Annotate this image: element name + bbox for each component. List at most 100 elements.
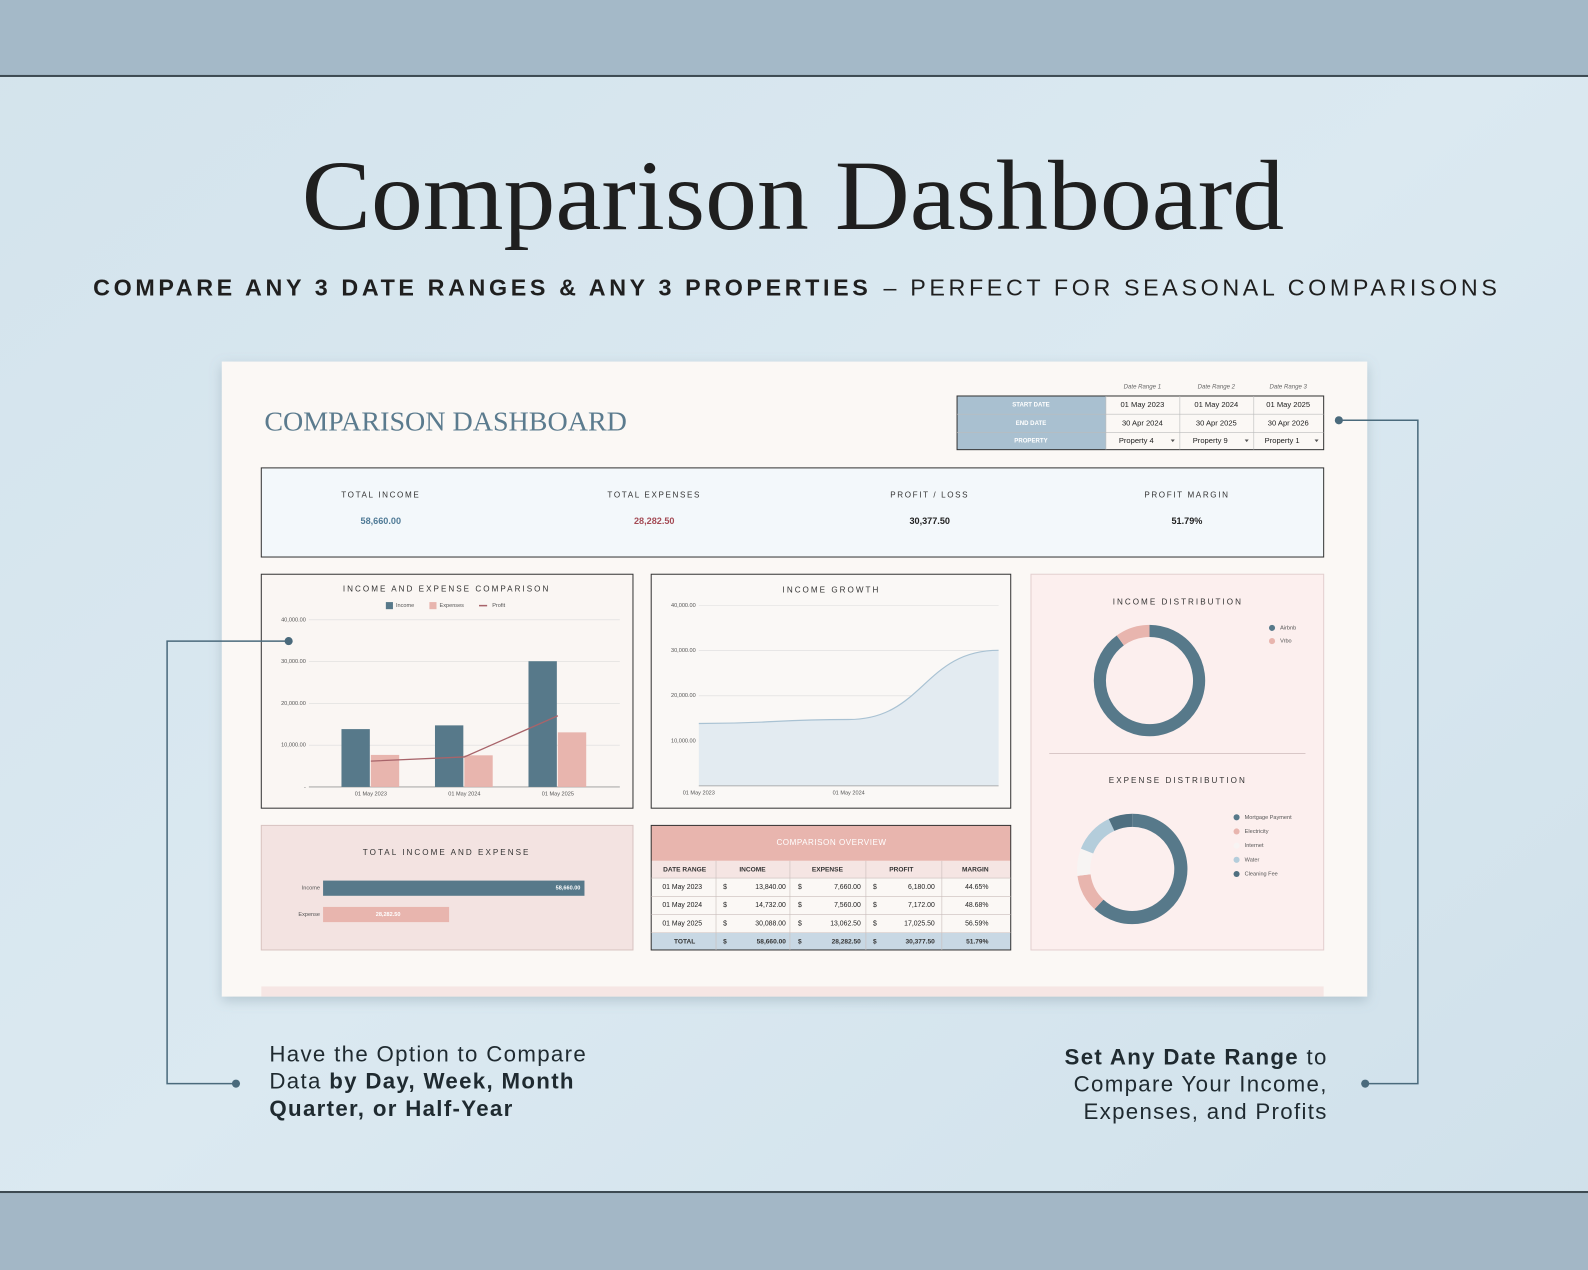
- date-cell: 30 Apr 2024: [1122, 418, 1163, 427]
- callout-text: Data by Day, Week, Month: [269, 1069, 574, 1094]
- x-tick-label: 01 May 2023: [355, 791, 387, 797]
- legend-label: Income: [396, 603, 414, 609]
- callout-dot: [284, 637, 293, 646]
- legend-swatch: [1233, 814, 1240, 821]
- bottom-rule: [0, 1191, 1588, 1194]
- table-title: COMPARISON OVERVIEW: [776, 838, 886, 847]
- profit-line: [370, 715, 559, 762]
- date-label-column: [957, 395, 1106, 450]
- table-cell: 17,025.50: [904, 920, 935, 927]
- table-cell: 7,560.00: [834, 902, 861, 909]
- table-cell: $: [873, 920, 877, 927]
- value-label: 28,282.50: [376, 912, 401, 918]
- callout-text: Set Any Date Range to: [1065, 1044, 1328, 1069]
- legend-swatch: [1233, 856, 1240, 863]
- chart-title: EXPENSE DISTRIBUTION: [1109, 776, 1247, 785]
- callout-segment: Compare Your Income,: [1074, 1072, 1328, 1097]
- donut-segment: [1116, 624, 1150, 646]
- legend-label: Vrbo: [1280, 639, 1292, 645]
- legend-label: Water: [1245, 857, 1260, 863]
- legend-swatch: [1233, 842, 1240, 849]
- row-label: START DATE: [1012, 403, 1049, 409]
- table-cell: 7,660.00: [834, 884, 861, 891]
- kpi-label: TOTAL INCOME: [341, 490, 420, 499]
- kpi-label: PROFIT MARGIN: [1144, 490, 1229, 499]
- dashboard-title: COMPARISON DASHBOARD: [264, 407, 627, 437]
- date-cell: 01 May 2024: [1194, 400, 1238, 409]
- kpi-value: 51.79%: [1171, 516, 1202, 526]
- x-tick-label: 01 May 2025: [542, 791, 574, 797]
- bar: [464, 755, 493, 787]
- bar: [341, 729, 370, 787]
- chart-title: INCOME AND EXPENSE COMPARISON: [343, 585, 550, 594]
- property-select[interactable]: Property 9: [1193, 436, 1228, 445]
- column-header: Date Range 1: [1124, 384, 1161, 390]
- y-tick-label: 30,000.00: [281, 659, 306, 665]
- total-cell: $: [798, 939, 802, 946]
- column-header: Date Range 2: [1198, 384, 1236, 390]
- table-cell: 01 May 2023: [662, 884, 702, 891]
- table-cell: 7,172.00: [908, 902, 935, 909]
- kpi-value: 58,660.00: [361, 516, 402, 526]
- next-row-strip: [261, 986, 1324, 997]
- date-table-grid: [957, 395, 1324, 450]
- row-label: PROPERTY: [1014, 439, 1047, 445]
- legend-label: Profit: [492, 603, 505, 609]
- table-cell: $: [873, 884, 877, 891]
- donut-segment: [1080, 819, 1115, 854]
- callout-dot: [231, 1079, 241, 1088]
- donut-segment: [1108, 813, 1133, 832]
- property-select[interactable]: Property 4: [1119, 436, 1154, 445]
- donut-segment: [1094, 813, 1188, 925]
- table-cell: 30,088.00: [755, 920, 786, 927]
- overview-grid: [651, 860, 1011, 950]
- row-label: END DATE: [1016, 421, 1047, 427]
- subtitle-bold: COMPARE ANY 3 DATE RANGES & ANY 3 PROPER…: [93, 275, 868, 301]
- overview-table: [650, 824, 1012, 951]
- chart-title: TOTAL INCOME AND EXPENSE: [363, 848, 531, 857]
- column-header: PROFIT: [889, 867, 913, 874]
- total-cell: 28,282.50: [832, 939, 862, 946]
- overview-column-header: [651, 860, 1011, 879]
- legend-label: Airbnb: [1280, 625, 1296, 631]
- x-tick-label: 01 May 2023: [683, 790, 715, 796]
- donut-segment: [1077, 848, 1094, 876]
- callout-text: Quarter, or Half-Year: [269, 1096, 513, 1121]
- legend-label: Expenses: [440, 603, 465, 609]
- callout-dot: [1334, 416, 1343, 425]
- callout-segment: Expenses, and Profits: [1083, 1099, 1327, 1124]
- legend-label: Cleaning Fee: [1245, 871, 1278, 877]
- property-select[interactable]: Property 1: [1265, 436, 1300, 445]
- table-cell: $: [798, 920, 802, 927]
- legend-label: Mortgage Payment: [1245, 815, 1292, 821]
- table-cell: 01 May 2024: [662, 902, 702, 909]
- kpi-value: 28,282.50: [634, 516, 675, 526]
- callout-dot: [1361, 1079, 1370, 1088]
- top-band: [0, 0, 1588, 76]
- callout-segment: by Day, Week, Month: [329, 1069, 575, 1094]
- y-tick-label: 30,000.00: [671, 648, 696, 654]
- dropdown-arrows: [1170, 439, 1319, 443]
- column-header: MARGIN: [962, 867, 989, 874]
- bar: [323, 906, 450, 923]
- column-header: INCOME: [739, 867, 766, 874]
- column-header: DATE RANGE: [663, 867, 707, 874]
- y-tick-label: 20,000.00: [671, 693, 696, 699]
- date-cell: 01 May 2025: [1266, 400, 1310, 409]
- legend-swatch: [385, 602, 393, 610]
- date-cell: 01 May 2023: [1120, 400, 1164, 409]
- bar: [323, 880, 585, 896]
- top-rule: [0, 74, 1588, 77]
- kpi-value: 30,377.50: [909, 516, 950, 526]
- callout-segment: Set Any Date Range: [1065, 1044, 1299, 1069]
- bar: [528, 661, 557, 787]
- column-header: EXPENSE: [812, 867, 844, 874]
- x-tick-label: 01 May 2024: [448, 791, 480, 797]
- total-cell: $: [873, 939, 877, 946]
- legend-swatch: [1268, 624, 1276, 631]
- table-cell: 56.59%: [965, 920, 988, 927]
- legend-swatch: [1233, 870, 1240, 878]
- table-cell: 13,840.00: [755, 884, 786, 891]
- y-tick-label: -: [304, 784, 306, 790]
- column-header: Date Range 3: [1270, 384, 1308, 390]
